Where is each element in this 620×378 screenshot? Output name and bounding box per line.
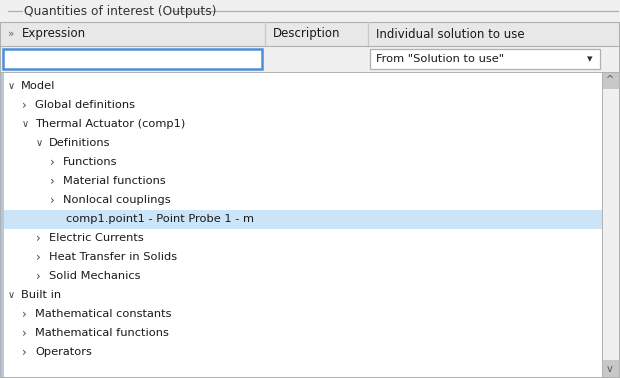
Text: ∨: ∨: [22, 119, 29, 129]
Text: Quantities of interest (Outputs): Quantities of interest (Outputs): [24, 5, 216, 17]
Text: ›: ›: [22, 99, 27, 112]
Bar: [619, 0, 620, 378]
Text: Model: Model: [21, 81, 55, 91]
Bar: [603, 72, 619, 89]
Bar: [603, 360, 619, 377]
Text: v: v: [607, 364, 613, 374]
Bar: [1, 46, 619, 72]
Bar: [1, 22, 619, 46]
Text: Nonlocal couplings: Nonlocal couplings: [63, 195, 170, 205]
Text: Description: Description: [273, 28, 340, 40]
Text: Operators: Operators: [35, 347, 92, 357]
Text: Mathematical constants: Mathematical constants: [35, 309, 172, 319]
Text: ›: ›: [50, 194, 55, 206]
Text: Functions: Functions: [63, 157, 118, 167]
Text: ›: ›: [36, 270, 41, 282]
Bar: [4, 210, 602, 229]
Text: Thermal Actuator (comp1): Thermal Actuator (comp1): [35, 119, 185, 129]
Text: Mathematical functions: Mathematical functions: [35, 328, 169, 338]
Bar: [1, 72, 619, 377]
Text: Material functions: Material functions: [63, 176, 166, 186]
Text: ▾: ▾: [587, 54, 593, 64]
Text: ›: ›: [50, 175, 55, 187]
Text: comp1.point1 - Point Probe 1 - m: comp1.point1 - Point Probe 1 - m: [66, 214, 254, 224]
Bar: [1, 72, 4, 377]
Text: Global definitions: Global definitions: [35, 100, 135, 110]
Text: »: »: [8, 29, 14, 39]
Text: ›: ›: [36, 231, 41, 245]
Bar: [0, 0, 1, 378]
Text: ›: ›: [22, 307, 27, 321]
Text: Expression: Expression: [22, 28, 86, 40]
Text: ›: ›: [22, 345, 27, 358]
Bar: [0, 377, 620, 378]
Text: ∨: ∨: [8, 81, 15, 91]
Text: Electric Currents: Electric Currents: [49, 233, 144, 243]
Text: ›: ›: [36, 251, 41, 263]
Bar: [0, 0, 620, 1]
Text: ›: ›: [22, 327, 27, 339]
Text: ∨: ∨: [8, 290, 15, 300]
Bar: [603, 72, 619, 377]
Text: From "Solution to use": From "Solution to use": [376, 54, 504, 64]
Text: Individual solution to use: Individual solution to use: [376, 28, 525, 40]
Text: ∨: ∨: [36, 138, 43, 148]
Bar: [0, 0, 620, 22]
Text: ^: ^: [606, 75, 614, 85]
Bar: [370, 49, 600, 69]
Text: Heat Transfer in Solids: Heat Transfer in Solids: [49, 252, 177, 262]
Text: Definitions: Definitions: [49, 138, 110, 148]
Text: Solid Mechanics: Solid Mechanics: [49, 271, 141, 281]
Bar: [3, 49, 262, 69]
Text: ›: ›: [50, 155, 55, 169]
Text: Built in: Built in: [21, 290, 61, 300]
